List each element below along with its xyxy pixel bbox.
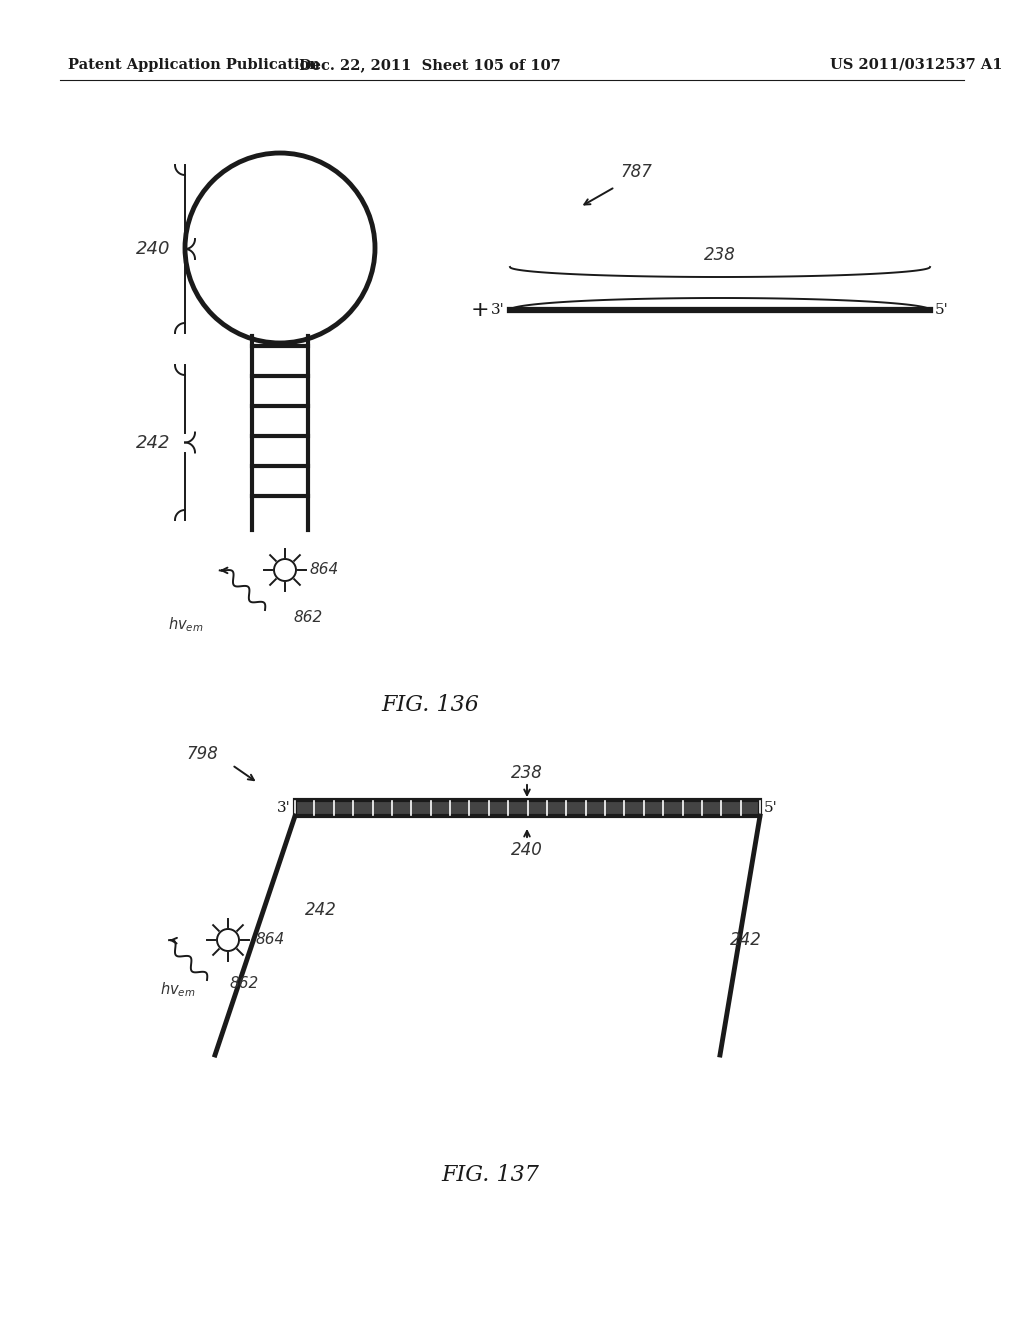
Text: Dec. 22, 2011  Sheet 105 of 107: Dec. 22, 2011 Sheet 105 of 107 (299, 58, 561, 73)
Text: 862: 862 (230, 975, 259, 990)
Text: 242: 242 (305, 902, 337, 919)
Text: 787: 787 (620, 162, 652, 181)
Text: 240: 240 (511, 841, 543, 859)
Text: 240: 240 (135, 240, 170, 257)
Text: 242: 242 (730, 931, 762, 949)
Text: 5': 5' (935, 304, 949, 317)
Text: Patent Application Publication: Patent Application Publication (68, 58, 319, 73)
Text: FIG. 136: FIG. 136 (381, 694, 479, 715)
Text: +: + (471, 300, 489, 319)
Text: 238: 238 (511, 764, 543, 781)
Text: 5': 5' (764, 801, 778, 814)
Text: 864: 864 (255, 932, 285, 948)
Text: 798: 798 (186, 744, 218, 763)
Text: 3': 3' (278, 801, 291, 814)
Text: FIG. 137: FIG. 137 (441, 1164, 539, 1185)
Text: 242: 242 (135, 433, 170, 451)
Text: $hv_{em}$: $hv_{em}$ (160, 981, 196, 999)
Text: $hv_{em}$: $hv_{em}$ (168, 615, 204, 635)
Text: 862: 862 (293, 610, 323, 626)
Text: 864: 864 (310, 562, 339, 578)
Text: 238: 238 (705, 246, 736, 264)
Bar (295, 800, 760, 816)
Text: 3': 3' (492, 304, 505, 317)
Text: US 2011/0312537 A1: US 2011/0312537 A1 (830, 58, 1002, 73)
